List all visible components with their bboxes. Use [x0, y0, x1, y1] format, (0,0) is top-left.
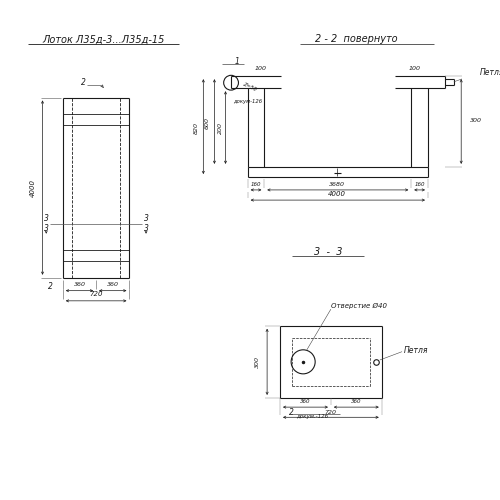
- Text: Отверстие Ø40: Отверстие Ø40: [331, 302, 387, 308]
- Text: 2: 2: [80, 78, 86, 87]
- Text: 2: 2: [288, 408, 294, 417]
- Text: 160: 160: [251, 182, 262, 187]
- Text: 3: 3: [144, 224, 148, 233]
- Text: 360: 360: [300, 400, 310, 404]
- Text: 360: 360: [107, 282, 119, 287]
- Text: 200: 200: [218, 122, 222, 134]
- Text: 600: 600: [204, 118, 210, 130]
- Text: докум.-126: докум.-126: [296, 414, 328, 419]
- Text: 4000: 4000: [30, 179, 36, 197]
- Text: 3: 3: [44, 214, 48, 222]
- Text: 100: 100: [254, 66, 266, 70]
- Text: 4000: 4000: [328, 192, 346, 198]
- Text: 1: 1: [234, 57, 239, 66]
- Text: 3  -  3: 3 - 3: [314, 247, 342, 257]
- Text: 360: 360: [74, 282, 86, 287]
- Text: 3: 3: [44, 224, 48, 233]
- Text: Z=50: Z=50: [242, 81, 258, 92]
- Text: докум-126: докум-126: [233, 98, 262, 103]
- Text: 3680: 3680: [330, 182, 345, 187]
- Text: 300: 300: [470, 118, 482, 123]
- Text: Лоток Л35д-3...Л35д-15: Лоток Л35д-3...Л35д-15: [42, 34, 164, 44]
- Text: 2 - 2  повернуто: 2 - 2 повернуто: [314, 34, 397, 44]
- Text: 300: 300: [256, 356, 260, 368]
- Text: 820: 820: [194, 122, 198, 134]
- Text: Петля: Петля: [404, 346, 428, 355]
- Text: 720: 720: [325, 410, 337, 414]
- Text: 160: 160: [414, 182, 425, 187]
- Text: Петля: Петля: [480, 68, 500, 77]
- Text: 720: 720: [90, 291, 103, 297]
- Text: 100: 100: [409, 66, 421, 70]
- Text: 2: 2: [48, 282, 52, 292]
- Text: 3: 3: [144, 214, 148, 222]
- Text: 360: 360: [350, 400, 361, 404]
